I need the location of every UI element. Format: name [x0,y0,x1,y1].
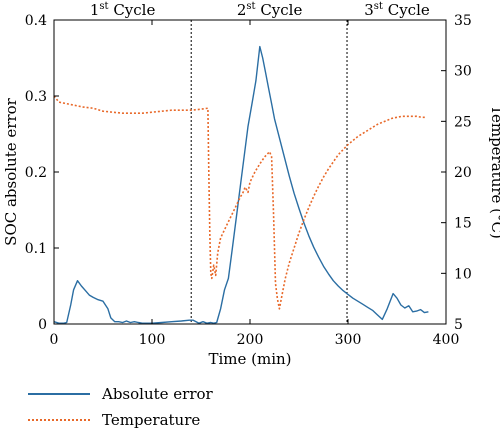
x-tick-label: 400 [433,332,460,348]
absolute-error-line [53,45,429,324]
cycle-label: 2st Cycle [237,1,303,19]
temperature-line [53,95,427,310]
cycle-label: 1st Cycle [90,1,156,19]
x-tick-label: 300 [335,332,362,348]
right-y-tick-label: 15 [454,216,472,232]
left-y-tick-label: 0.2 [25,165,47,181]
right-y-tick-label: 25 [454,114,472,130]
cycle-label: 3st Cycle [364,1,430,19]
right-y-tick-label: 35 [454,13,472,29]
x-tick-label: 100 [139,332,166,348]
left-y-tick-label: 0.4 [25,13,47,29]
left-y-tick-label: 0 [38,317,47,333]
x-tick-label: 0 [50,332,59,348]
right-y-axis-title: Temperature (°C) [488,105,500,239]
x-tick-label: 200 [237,332,264,348]
legend-swatch-solid-line [28,393,90,395]
left-y-axis-title: SOC absolute error [2,97,20,245]
right-y-tick-label: 10 [454,266,472,282]
dual-axis-line-chart: 0 100 200 300 40000.10.20.30.45101520253035 … [2,1,500,368]
left-y-tick-label: 0.3 [25,89,47,105]
x-axis-title: Time (min) [208,350,291,368]
legend-swatch-dotted-line [28,419,90,421]
right-y-tick-label: 20 [454,165,472,181]
left-y-tick-label: 0.1 [25,241,47,257]
legend-label: Temperature [102,411,201,429]
legend-label: Absolute error [102,385,213,403]
right-y-tick-label: 30 [454,64,472,80]
chart-legend: Absolute error Temperature [28,381,213,433]
plot-frame [53,19,447,325]
right-y-tick-label: 5 [454,317,463,333]
legend-item-absolute-error: Absolute error [28,381,213,407]
legend-item-temperature: Temperature [28,407,213,433]
